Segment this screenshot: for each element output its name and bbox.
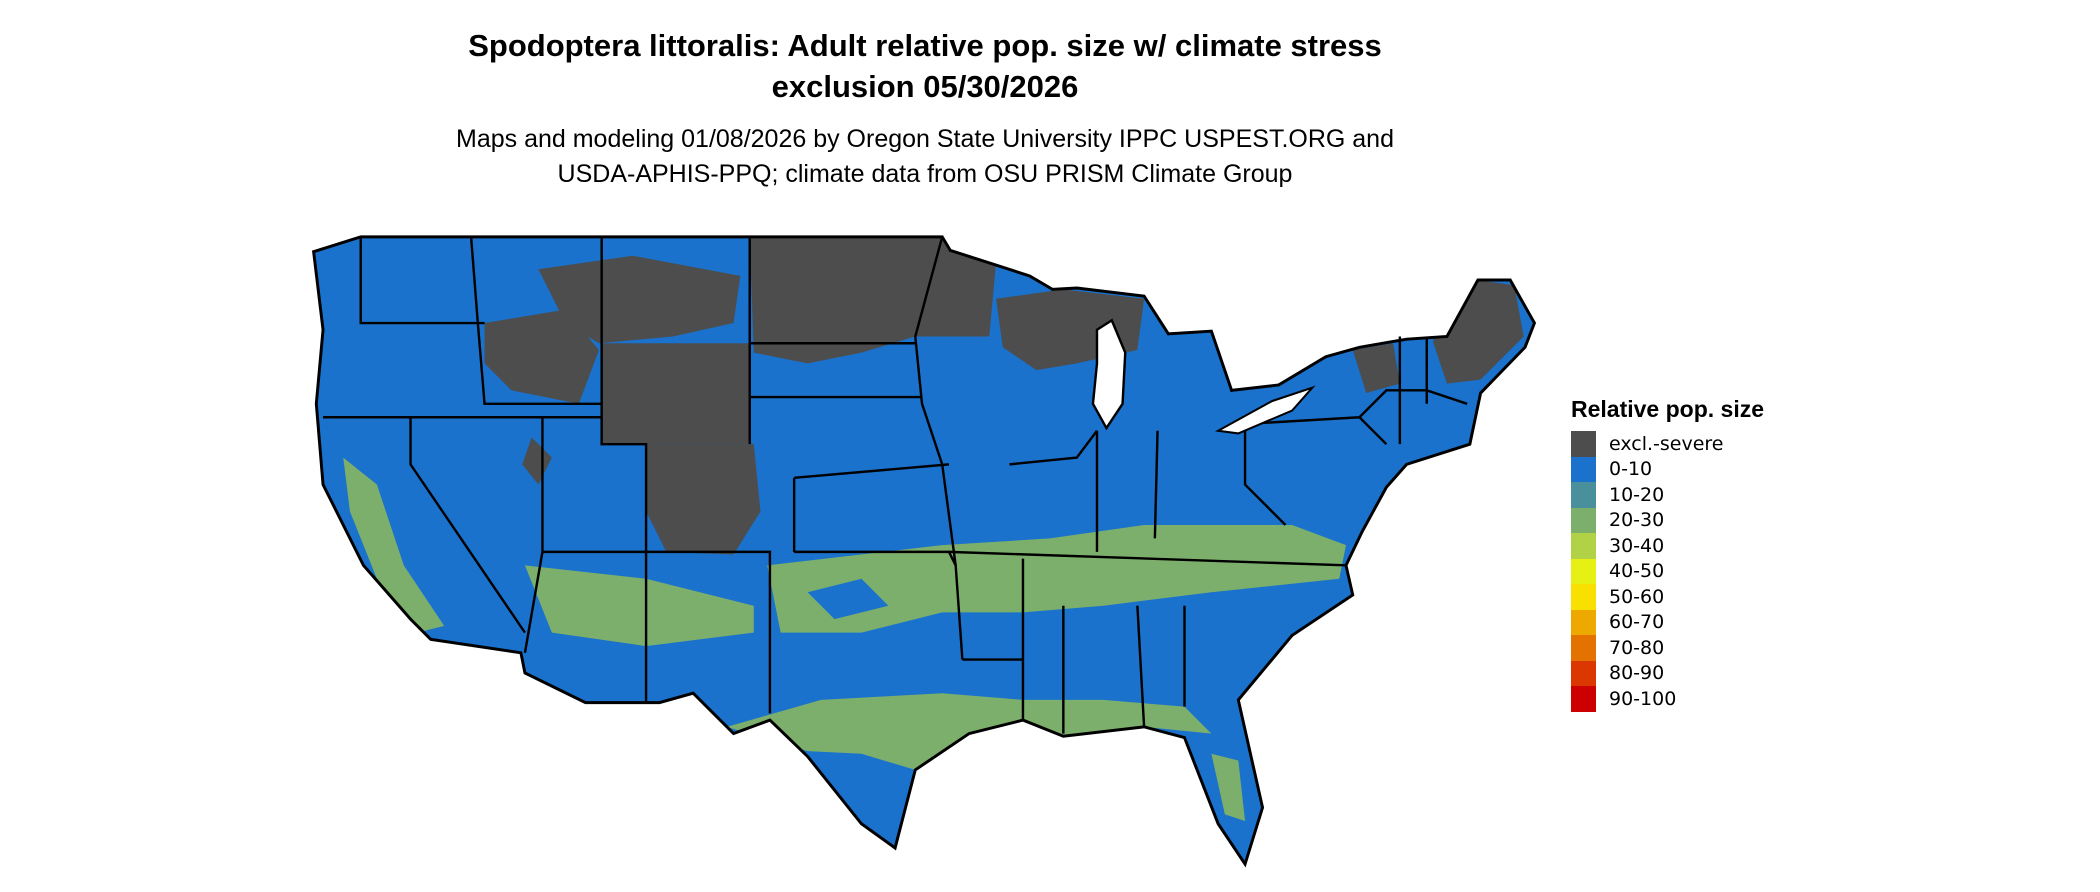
suitable-band-california bbox=[343, 457, 445, 633]
legend-label: 20-30 bbox=[1609, 509, 1665, 532]
legend-item: 40-50 bbox=[1571, 558, 1764, 584]
legend-swatch bbox=[1571, 686, 1596, 712]
excluded-region-colorado bbox=[646, 444, 761, 555]
legend-swatch bbox=[1571, 635, 1596, 661]
excluded-region-wyoming bbox=[601, 343, 750, 445]
low-patch bbox=[807, 578, 889, 620]
map-subtitle-line1: Maps and modeling 01/08/2026 by Oregon S… bbox=[456, 125, 1394, 153]
state-border bbox=[948, 550, 1347, 567]
legend-item: 10-20 bbox=[1571, 482, 1764, 508]
legend-label: 30-40 bbox=[1609, 534, 1665, 557]
excluded-region-adirondacks bbox=[1352, 343, 1400, 394]
excluded-region-idaho bbox=[484, 309, 599, 404]
state-border bbox=[469, 236, 602, 406]
legend-title: Relative pop. size bbox=[1571, 396, 1765, 422]
excluded-region-nevada bbox=[522, 437, 552, 485]
excluded-region-montana bbox=[538, 255, 741, 344]
legend-swatch bbox=[1571, 558, 1596, 584]
state-border bbox=[794, 463, 950, 480]
excluded-region-maine bbox=[1429, 279, 1524, 384]
suitable-band-florida bbox=[1211, 753, 1246, 822]
legend-label: 70-80 bbox=[1609, 636, 1665, 659]
map-title-line2: exclusion 05/30/2026 bbox=[771, 69, 1079, 104]
state-border bbox=[914, 236, 964, 660]
legend-swatch bbox=[1571, 584, 1596, 610]
map-title-line1: Spodoptera littoralis: Adult relative po… bbox=[468, 28, 1382, 63]
legend-label: 90-100 bbox=[1609, 687, 1677, 710]
legend-item: 60-70 bbox=[1571, 609, 1764, 635]
us-outline bbox=[312, 235, 1537, 868]
legend-item: 0-10 bbox=[1571, 456, 1764, 482]
state-border bbox=[1153, 430, 1159, 539]
legend-item: 90-100 bbox=[1571, 686, 1764, 712]
legend-item: 70-80 bbox=[1571, 635, 1764, 661]
low-patch bbox=[1157, 605, 1219, 680]
legend-swatch bbox=[1571, 482, 1596, 508]
legend-label: 0-10 bbox=[1609, 458, 1653, 481]
state-border bbox=[359, 236, 485, 325]
state-border bbox=[1136, 605, 1146, 727]
map-subtitle-line2: USDA-APHIS-PPQ; climate data from OSU PR… bbox=[557, 160, 1293, 188]
legend-swatch bbox=[1571, 507, 1596, 533]
state-border bbox=[1009, 429, 1098, 466]
state-border bbox=[409, 417, 526, 634]
legend-label: 80-90 bbox=[1609, 662, 1665, 685]
legend-label: 10-20 bbox=[1609, 483, 1665, 506]
suitable-band-gulf bbox=[726, 693, 1212, 770]
lake-michigan bbox=[1091, 318, 1127, 431]
suitable-band-southwest bbox=[524, 565, 754, 647]
state-border bbox=[1243, 423, 1287, 526]
state-border bbox=[600, 236, 648, 703]
lake-erie bbox=[1214, 385, 1316, 435]
legend-label: excl.-severe bbox=[1609, 432, 1724, 455]
legend-label: 40-50 bbox=[1609, 560, 1665, 583]
legend-swatch bbox=[1571, 533, 1596, 559]
state-border bbox=[542, 550, 772, 714]
legend-label: 50-60 bbox=[1609, 585, 1665, 608]
legend-item: 80-90 bbox=[1571, 660, 1764, 686]
legend-swatch bbox=[1571, 660, 1596, 686]
legend-label: 60-70 bbox=[1609, 611, 1665, 634]
legend-item: 20-30 bbox=[1571, 507, 1764, 533]
state-border bbox=[1358, 389, 1468, 419]
legend-swatch bbox=[1571, 456, 1596, 482]
legend-item: 30-40 bbox=[1571, 533, 1764, 559]
legend-swatch bbox=[1571, 609, 1596, 635]
legend-item: excl.-severe bbox=[1571, 431, 1764, 457]
legend-item: 50-60 bbox=[1571, 584, 1764, 610]
legend: Relative pop. size excl.-severe 0-10 10-20… bbox=[1571, 396, 1764, 712]
legend-swatch bbox=[1571, 431, 1596, 457]
